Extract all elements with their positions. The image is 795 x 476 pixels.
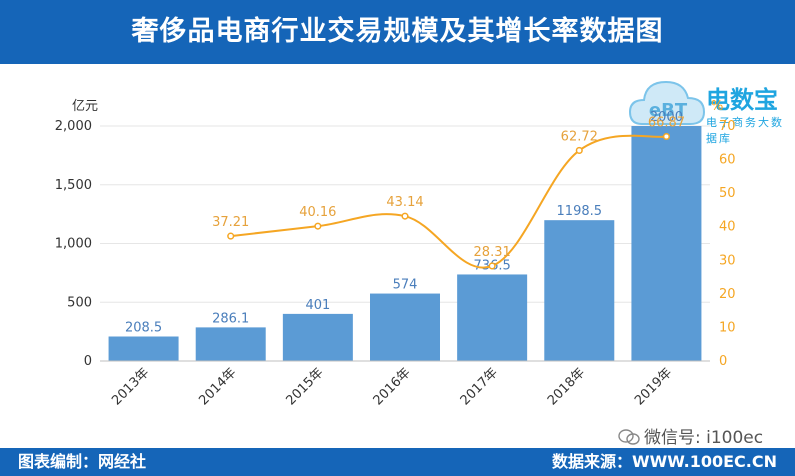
growth-point (575, 146, 583, 154)
bar (282, 313, 353, 361)
logo-badge: eBT (649, 100, 688, 121)
x-tick-label: 2018年 (545, 365, 588, 408)
growth-value-label: 62.72 (561, 129, 598, 144)
growth-point (401, 212, 409, 220)
bar (370, 293, 440, 361)
x-tick-label: 2013年 (109, 365, 152, 408)
logo-text: 电数宝 (706, 86, 778, 114)
growth-point (227, 232, 235, 240)
data-source: 数据来源：WWW.100EC.CN (551, 452, 777, 471)
growth-value-label: 40.16 (299, 205, 336, 220)
y-tick-label: 2,000 (55, 119, 92, 134)
bar (457, 274, 528, 361)
growth-value-label: 28.31 (474, 245, 511, 260)
line-series: 37.21 40.16 43.14 28.31 62.72 66.87 (212, 116, 685, 270)
bar-value-label: 2000 (650, 110, 683, 125)
x-tick-label: 2017年 (458, 365, 501, 408)
y2-tick-label: 30 (719, 253, 736, 268)
bar-value-label: 286.1 (212, 311, 249, 326)
y2-tick-label: 0 (719, 354, 727, 369)
y-tick-label: 1,500 (55, 178, 92, 193)
bar-value-label: 208.5 (125, 321, 162, 336)
wechat-icon (618, 429, 640, 445)
y2-tick-label: 40 (719, 220, 736, 235)
wechat-id: 微信号: i100ec (618, 428, 763, 448)
chart-credit: 图表编制：网经社 (18, 452, 147, 471)
growth-value-label: 43.14 (386, 195, 423, 210)
bar-value-label: 574 (393, 278, 418, 293)
bar (195, 327, 266, 361)
y-tick-label: 1,000 (55, 237, 92, 252)
y-tick-label: 500 (67, 295, 92, 310)
growth-point (662, 132, 670, 141)
x-tick-label: 2019年 (632, 365, 675, 408)
bar (544, 220, 615, 361)
header-bar: 奢侈品电商行业交易规模及其增长率数据图 (0, 0, 795, 64)
y2-tick-label: 20 (719, 287, 736, 302)
growth-point (314, 222, 322, 230)
growth-value-label: 37.21 (212, 215, 249, 230)
cloud-icon: eBT (628, 80, 706, 125)
y-tick-label: 0 (84, 354, 92, 369)
x-tick-label: 2016年 (371, 365, 414, 408)
bar-value-label: 401 (305, 298, 330, 313)
y2-tick-label: 70 (719, 119, 736, 134)
x-tick-label: 2014年 (196, 365, 239, 408)
brand-logo: eBT 电数宝 电子商务大数据库 (628, 72, 788, 145)
chart-title: 奢侈品电商行业交易规模及其增长率数据图 (131, 16, 664, 47)
y2-tick-label: 60 (719, 153, 736, 168)
growth-point (488, 262, 496, 270)
x-tick-label: 2015年 (283, 365, 326, 408)
bar (631, 126, 702, 361)
wechat-text: 微信号: i100ec (644, 428, 764, 448)
left-axis-unit: 亿元 (72, 99, 98, 114)
footer-bar: 图表编制：网经社 数据来源：WWW.100EC.CN (0, 448, 795, 476)
growth-value-label: 66.87 (648, 116, 685, 131)
y2-tick-label: 50 (719, 186, 736, 201)
bar-value-label: 1198.5 (557, 204, 603, 219)
y2-tick-label: 10 (719, 320, 736, 335)
logo-subtitle: 电子商务大数据库 (706, 116, 784, 145)
right-axis-unit: % (711, 99, 723, 114)
bar (108, 336, 179, 361)
